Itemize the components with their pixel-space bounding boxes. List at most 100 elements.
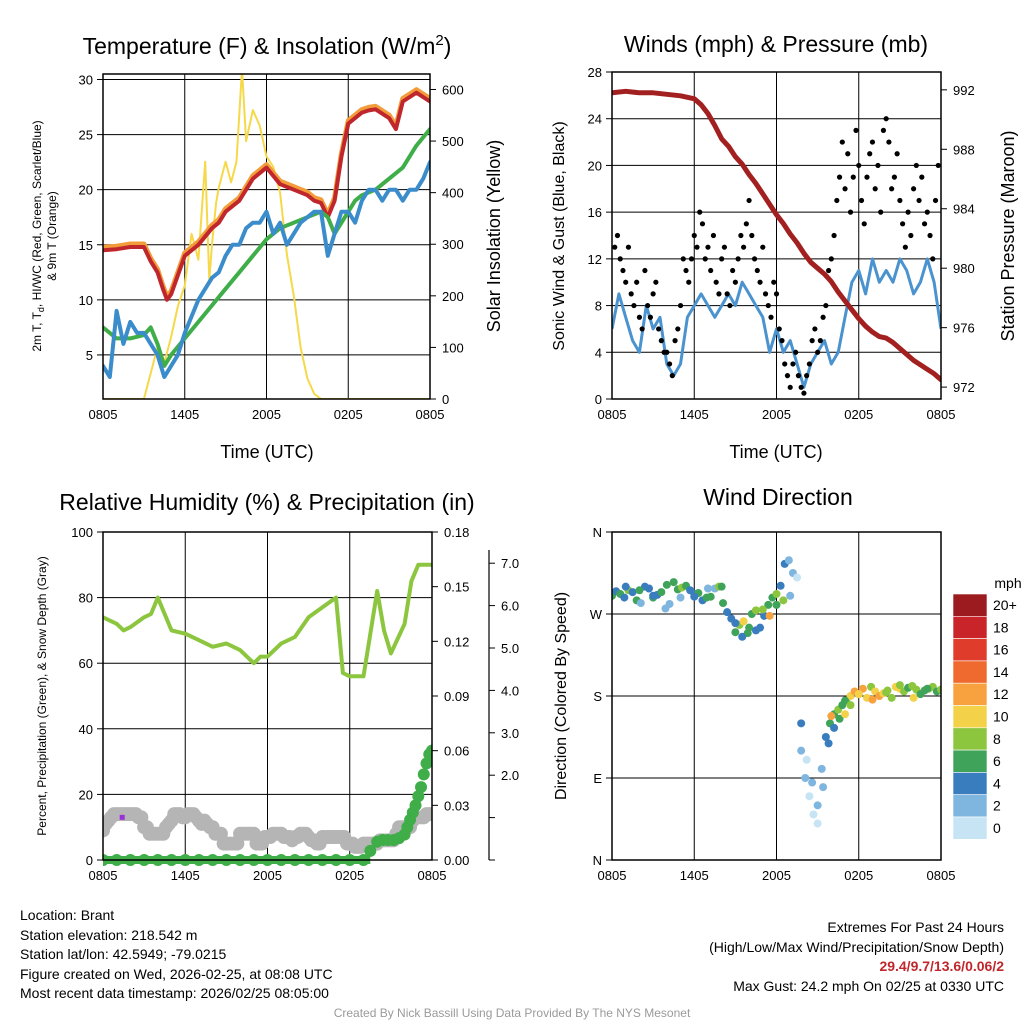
temperature-right-tick-label: 200 [442, 289, 464, 304]
winds-gust-point [831, 232, 837, 239]
winds-gust-point [902, 244, 908, 250]
humidity-x-tick-label: 0805 [418, 868, 447, 883]
humidity-precip-point [426, 744, 432, 757]
wind-direction-point [676, 593, 685, 602]
winds-gust-point [656, 326, 662, 332]
winds-gust-point [842, 186, 848, 192]
winds-gust-point [932, 197, 939, 204]
winds-gust-point [823, 302, 829, 309]
humidity-snow-right-tick-label: 5.0 [501, 641, 519, 656]
wind-direction-point [824, 739, 833, 748]
winds-gust-point [617, 256, 623, 262]
humidity-title: Relative Humidity (%) & Precipitation (i… [59, 489, 474, 515]
winds-x-tick-label: 1405 [680, 407, 709, 422]
winds-gust-point [743, 221, 749, 227]
temperature-y-tick-label: 5 [86, 348, 93, 363]
winds-gust-point [875, 162, 881, 169]
winds-gust-point [878, 209, 884, 215]
temperature-title: Temperature (F) & Insolation (W/m2) [83, 32, 452, 59]
winds-gust-point [924, 209, 930, 215]
wind-direction-point [846, 701, 855, 710]
wind-direction-point [657, 588, 666, 597]
wind-direction-x-tick-label: 0805 [927, 868, 956, 883]
humidity-right-tick-label: 0.12 [444, 634, 469, 649]
colorbar-level-label: 6 [993, 753, 1001, 769]
humidity-series-relative-humidity [103, 562, 432, 679]
winds-gust-point [921, 221, 928, 227]
winds-gust-point [760, 244, 766, 250]
winds-gust-point [620, 267, 626, 274]
winds-gust-point [664, 349, 670, 355]
winds-gust-point [853, 127, 859, 133]
winds-gust-point [905, 209, 911, 215]
winds-ylabel-right: Station Pressure (Maroon) [998, 130, 1018, 341]
winds-gust-point [880, 127, 887, 133]
temperature-ylabel-right: Solar Insolation (Yellow) [484, 140, 504, 332]
temperature-title-main: Temperature (F) & Insolation (W/m [83, 33, 436, 59]
temperature-y-tick-label: 30 [79, 73, 93, 88]
credit-line: Created By Nick Bassill Using Data Provi… [333, 1006, 691, 1020]
colorbar-level-label: 8 [993, 731, 1001, 747]
temperature-x-tick-label: 0805 [89, 407, 118, 422]
winds-gust-point [754, 267, 760, 274]
winds-gust-point [872, 186, 878, 192]
winds-gust-point [697, 209, 703, 215]
winds-y-tick-label: 16 [588, 205, 602, 220]
winds-gust-point [612, 244, 618, 250]
winds-gust-point [935, 162, 941, 169]
winds-gust-point [688, 256, 695, 262]
colorbar-swatch [952, 749, 988, 773]
temperature-series-heat-index-wind-chill [103, 160, 430, 379]
colorbar-label: mph [994, 575, 1021, 591]
temperature-plot-border [102, 73, 431, 400]
temperature-title-superscript: 2 [435, 32, 443, 49]
wind-direction-y-tick-label: N [593, 525, 602, 540]
wind-direction-point [738, 632, 747, 641]
winds-gust-point [900, 221, 906, 227]
winds-gust-point [834, 197, 840, 204]
wind-direction-point [835, 714, 844, 723]
winds-y-tick-label: 20 [588, 158, 602, 173]
wind-direction-point [751, 606, 760, 615]
wind-direction-point [745, 623, 754, 632]
wind-direction-point [703, 584, 712, 593]
wind-direction-point [751, 626, 760, 635]
temperature-right-tick-label: 0 [442, 392, 449, 407]
temperature-series-2m-t [103, 90, 430, 302]
colorbar-swatch [952, 794, 988, 818]
wind-direction-point [739, 617, 748, 626]
temperature-y-tick-label: 25 [79, 128, 93, 143]
humidity-panel: 0805 1405 2005 0205 08050204060801000.000.03… [35, 489, 519, 883]
wind-direction-point [621, 582, 630, 591]
colorbar-swatch [952, 593, 988, 617]
wind-direction-point [665, 599, 674, 608]
wind-direction-y-tick-label: W [590, 607, 603, 622]
wind-direction-point [662, 580, 671, 589]
winds-gust-point [730, 267, 736, 274]
wind-direction-point [830, 723, 839, 732]
humidity-snowfall-marker [119, 814, 125, 820]
humidity-right-tick-label: 0.00 [444, 853, 469, 868]
wind-direction-point [669, 578, 678, 587]
wind-direction-point [731, 628, 740, 637]
humidity-y-tick-label: 20 [79, 787, 93, 802]
colorbar-level-label: 14 [993, 664, 1009, 680]
temperature-right-tick-label: 300 [442, 237, 464, 252]
winds-gust-point [886, 139, 892, 145]
winds-gust-point [919, 174, 925, 180]
winds-gust-point [817, 338, 823, 344]
winds-gust-point [631, 302, 637, 309]
wind-direction-point [772, 589, 781, 598]
winds-gust-point [847, 209, 854, 215]
winds-y-tick-label: 24 [588, 112, 602, 127]
humidity-snow-right-tick-label: 4.0 [501, 683, 519, 698]
winds-gust-point [861, 221, 867, 227]
humidity-right-tick-label: 0.09 [444, 689, 469, 704]
winds-gust-point [669, 373, 675, 379]
winds-panel: 0805 1405 2005 0205 080504812162024289729769… [551, 31, 1018, 462]
winds-gust-point [897, 197, 903, 204]
wind-direction-y-tick-label: E [593, 771, 602, 786]
humidity-snow-right-tick-label: 2.0 [501, 768, 519, 783]
temperature-right-tick-label: 600 [442, 82, 464, 97]
winds-x-tick-label: 0805 [927, 407, 956, 422]
